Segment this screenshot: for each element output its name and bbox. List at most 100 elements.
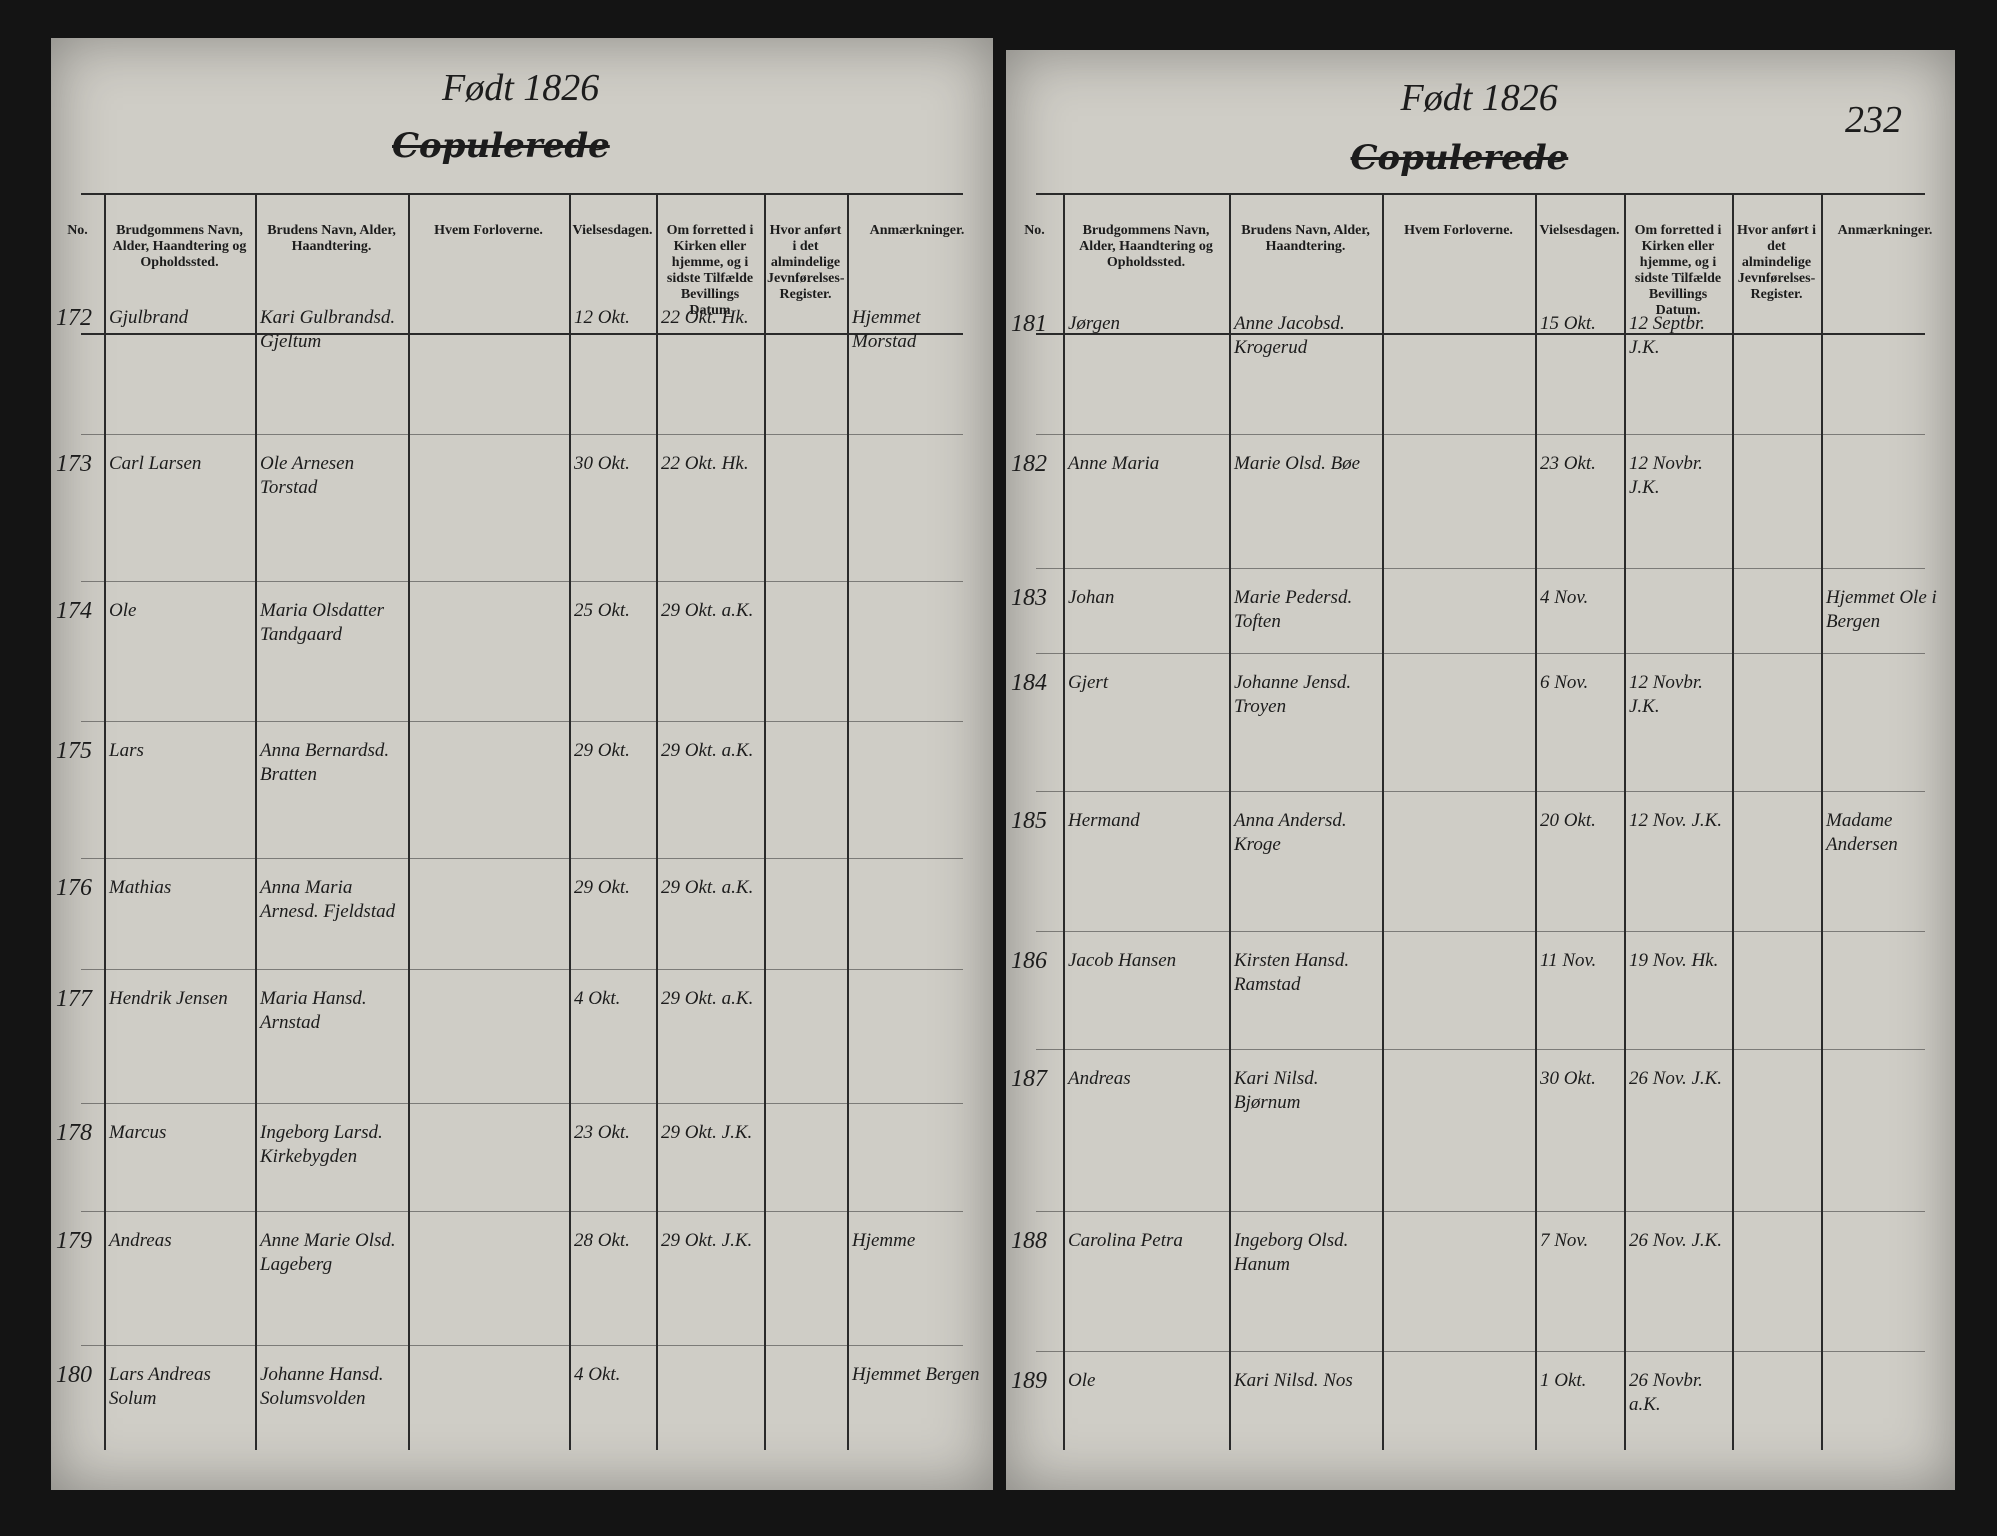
entry-notes: Madame Andersen: [1826, 810, 1898, 855]
entry-groom: Johan: [1068, 587, 1115, 608]
column-header: Brudgommens Navn, Alder, Haandtering og …: [112, 223, 247, 270]
row-rule: [1036, 1351, 1925, 1352]
page-year-title: Født 1826: [442, 67, 600, 109]
entry-date: 15 Okt.: [1540, 313, 1596, 334]
row-rule: [1036, 434, 1925, 435]
entry-no: 182: [1011, 451, 1047, 477]
column-rule: [764, 193, 766, 1450]
register-page: Født 1826 Copulerede No. Brudgommens Navn, …: [51, 38, 993, 1490]
entry-groom: Gjulbrand: [109, 307, 189, 328]
entry-no: 184: [1011, 670, 1047, 696]
entry-church: 19 Nov. Hk.: [1629, 950, 1719, 971]
page-subtitle: Copulerede: [1350, 138, 1569, 178]
entry-bride: Anna Bernardsd. Bratten: [260, 740, 390, 785]
entry-bride: Anna Maria Arnesd. Fjeldstad: [260, 877, 396, 922]
header-rule: [81, 193, 963, 195]
row-rule: [1036, 1211, 1925, 1212]
row-rule: [1036, 1049, 1925, 1050]
row-rule: [81, 1345, 963, 1346]
column-header: Hvem Forloverne.: [434, 223, 543, 238]
header-rule: [81, 333, 963, 335]
row-rule: [81, 434, 963, 435]
entry-no: 180: [56, 1362, 92, 1388]
entry-groom: Ole: [109, 600, 137, 621]
row-rule: [1036, 931, 1925, 932]
entry-date: 28 Okt.: [574, 1230, 630, 1251]
entry-bride: Anne Marie Olsd. Lageberg: [260, 1230, 396, 1275]
entry-church: 12 Novbr. J.K.: [1629, 672, 1703, 717]
entry-groom: Jørgen: [1068, 313, 1121, 334]
column-rule: [1732, 193, 1734, 1450]
column-rule: [1821, 193, 1823, 1450]
entry-no: 179: [56, 1228, 92, 1254]
column-header: Hvor anført i det almindelige Jevnførels…: [767, 223, 845, 302]
column-header: Brudgommens Navn, Alder, Haandtering og …: [1079, 223, 1213, 270]
column-header: Hvor anført i det almindelige Jevnførels…: [1736, 223, 1817, 302]
page-subtitle: Copulerede: [392, 126, 610, 166]
entry-church: 12 Nov. J.K.: [1629, 810, 1723, 831]
entry-church: 26 Nov. J.K.: [1629, 1230, 1723, 1251]
column-header: No.: [1024, 223, 1045, 238]
column-header: Vielsesdagen.: [572, 223, 653, 238]
entry-no: 174: [56, 598, 92, 624]
column-rule: [104, 193, 106, 1450]
entry-church: 12 Septbr. J.K.: [1629, 313, 1705, 358]
entry-date: 6 Nov.: [1540, 672, 1589, 693]
entry-date: 23 Okt.: [574, 1122, 630, 1143]
entry-bride: Maria Hansd. Arnstad: [260, 988, 367, 1033]
column-header: Anmærkninger.: [1837, 223, 1933, 238]
entry-groom: Andreas: [109, 1230, 172, 1251]
entry-date: 29 Okt.: [574, 740, 630, 761]
entry-no: 188: [1011, 1228, 1047, 1254]
row-rule: [1036, 653, 1925, 654]
entry-bride: Kari Gulbrandsd. Gjeltum: [260, 307, 396, 352]
column-header: No.: [67, 223, 88, 238]
entry-church: 29 Okt. a.K.: [661, 988, 754, 1009]
entry-no: 178: [56, 1120, 92, 1146]
entry-groom: Mathias: [109, 877, 172, 898]
entry-no: 176: [56, 875, 92, 901]
page-number: 232: [1845, 99, 1902, 141]
column-header: Anmærkninger.: [869, 223, 965, 238]
column-rule: [255, 193, 257, 1450]
column-header: Om forretted i Kirken eller hjemme, og i…: [1634, 223, 1722, 318]
entry-church: 29 Okt. a.K.: [661, 877, 754, 898]
entry-date: 25 Okt.: [574, 600, 630, 621]
entry-church: 12 Novbr. J.K.: [1629, 453, 1703, 498]
header-rule: [1036, 193, 1925, 195]
entry-bride: Anne Jacobsd. Krogerud: [1234, 313, 1345, 358]
entry-no: 183: [1011, 585, 1047, 611]
entry-church: 29 Okt. J.K.: [661, 1122, 753, 1143]
entry-no: 172: [56, 305, 92, 331]
entry-groom: Hermand: [1068, 810, 1140, 831]
entry-no: 187: [1011, 1066, 1047, 1092]
column-rule: [1535, 193, 1537, 1450]
entry-groom: Hendrik Jensen: [109, 988, 228, 1009]
entry-bride: Ingeborg Olsd. Hanum: [1234, 1230, 1349, 1275]
entry-groom: Ole: [1068, 1370, 1096, 1391]
row-rule: [1036, 791, 1925, 792]
entry-no: 185: [1011, 808, 1047, 834]
row-rule: [81, 581, 963, 582]
entry-no: 173: [56, 451, 92, 477]
column-rule: [847, 193, 849, 1450]
entry-groom: Carl Larsen: [109, 453, 202, 474]
entry-bride: Maria Olsdatter Tandgaard: [260, 600, 385, 645]
entry-date: 4 Okt.: [574, 988, 621, 1009]
entry-bride: Johanne Jensd. Troyen: [1234, 672, 1352, 717]
entry-church: 29 Okt. a.K.: [661, 600, 754, 621]
entry-notes: Hjemme: [852, 1230, 916, 1251]
entry-bride: Johanne Hansd. Solumsvolden: [260, 1364, 384, 1409]
entry-groom: Marcus: [109, 1122, 167, 1143]
entry-notes: Hjemmet Ole i Bergen: [1826, 587, 1937, 632]
column-header: Om forretted i Kirken eller hjemme, og i…: [666, 223, 754, 318]
entry-bride: Ole Arnesen Torstad: [260, 453, 355, 498]
entry-groom: Gjert: [1068, 672, 1109, 693]
entry-no: 189: [1011, 1368, 1047, 1394]
entry-date: 30 Okt.: [574, 453, 630, 474]
entry-no: 186: [1011, 948, 1047, 974]
entry-no: 181: [1011, 311, 1047, 337]
row-rule: [81, 721, 963, 722]
entry-date: 4 Okt.: [574, 1364, 621, 1385]
